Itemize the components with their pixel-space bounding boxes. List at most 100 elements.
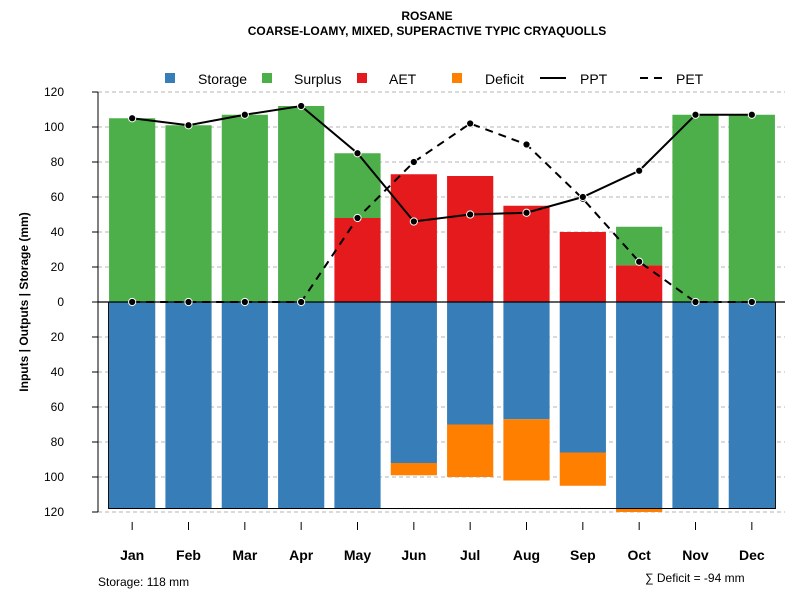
ppt-line	[132, 104, 752, 223]
pet-point-oct	[635, 257, 644, 266]
legend-swatch-aet	[357, 73, 367, 83]
bar-storage-mar	[221, 302, 268, 509]
pet-point-nov	[691, 297, 700, 307]
x-tick-label-apr: Apr	[289, 547, 314, 563]
pet-point-feb	[184, 297, 193, 307]
legend-label-storage: Storage	[198, 71, 247, 87]
bar-aet-oct	[616, 265, 663, 302]
bar-storage-jan	[109, 302, 156, 509]
x-tick-label-aug: Aug	[513, 547, 540, 563]
ppt-point-mar	[240, 110, 249, 119]
legend-label-aet: AET	[389, 71, 417, 87]
x-tick-label-oct: Oct	[627, 547, 651, 563]
y-tick-label-8: 40	[51, 365, 65, 379]
x-tick-label-jan: Jan	[120, 547, 144, 563]
chart-title: ROSANE	[401, 9, 452, 23]
bar-storage-jun	[390, 302, 437, 463]
bar-surplus-jan	[109, 118, 156, 302]
ppt-point-nov	[691, 110, 700, 119]
pet-point-apr	[297, 297, 306, 307]
legend-label-surplus: Surplus	[294, 71, 341, 87]
y-tick-label-5: 20	[51, 260, 65, 274]
ppt-point-jul	[466, 210, 475, 219]
bar-deficit-oct	[616, 508, 663, 512]
legend-swatch-storage	[165, 73, 175, 83]
legend: Storage Surplus AET Deficit PPT PET	[165, 71, 704, 87]
bar-storage-feb	[165, 302, 212, 509]
bar-surplus-apr	[278, 106, 325, 302]
bar-storage-jul	[447, 302, 494, 425]
bar-storage-dec	[728, 302, 775, 509]
pet-point-mar	[240, 297, 249, 307]
pet-point-aug	[522, 140, 531, 149]
x-tick-label-mar: Mar	[232, 547, 257, 563]
ppt-point-apr	[297, 101, 306, 111]
pet-point-jan	[128, 297, 137, 307]
y-tick-label-2: 80	[51, 155, 65, 169]
ppt-point-aug	[522, 208, 531, 217]
x-tick-label-may: May	[344, 547, 371, 563]
bar-surplus-nov	[672, 114, 719, 302]
x-tick-label-feb: Feb	[176, 547, 201, 563]
ppt-point-oct	[635, 166, 644, 175]
bar-surplus-dec	[728, 114, 775, 302]
bar-aet-jun	[390, 174, 437, 302]
bar-storage-nov	[672, 302, 719, 509]
y-axis: 120 100 80 60 40 20 0 20 40 60 80 100 120	[44, 85, 99, 519]
storage-note: Storage: 118 mm	[98, 575, 189, 589]
y-tick-label-7: 20	[51, 330, 65, 344]
y-axis-label: Inputs | Outputs | Storage (mm)	[17, 212, 31, 391]
legend-label-ppt: PPT	[580, 71, 608, 87]
bar-storage-oct	[616, 302, 663, 509]
legend-label-deficit: Deficit	[485, 71, 524, 87]
deficit-note: ∑ Deficit = -94 mm	[645, 571, 745, 585]
bar-storage-aug	[503, 302, 550, 420]
x-tick-label-jul: Jul	[460, 547, 480, 563]
bar-deficit-sep	[559, 452, 606, 486]
legend-swatch-deficit	[452, 73, 462, 83]
y-tick-label-0: 120	[44, 85, 64, 99]
y-tick-label-3: 60	[51, 190, 65, 204]
gridlines	[98, 91, 785, 513]
ppt-point-feb	[184, 121, 193, 130]
bar-deficit-jun	[390, 463, 437, 476]
bar-storage-may	[334, 302, 381, 509]
bar-storage-sep	[559, 302, 606, 453]
ppt-point-jan	[128, 114, 137, 123]
bar-surplus-mar	[221, 114, 268, 302]
bar-aet-may	[334, 218, 381, 302]
bar-surplus-may	[334, 153, 381, 218]
y-tick-label-1: 100	[44, 120, 64, 134]
pet-line	[132, 122, 752, 303]
ppt-point-dec	[747, 110, 756, 119]
legend-label-pet: PET	[676, 71, 704, 87]
x-tick-label-dec: Dec	[739, 547, 765, 563]
x-tick-label-sep: Sep	[570, 547, 596, 563]
y-tick-label-6: 0	[57, 295, 64, 309]
y-tick-label-10: 80	[51, 435, 65, 449]
y-tick-label-12: 120	[44, 505, 64, 519]
bar-deficit-aug	[503, 419, 550, 481]
pet-point-jul	[466, 119, 475, 128]
bar-deficit-jul	[447, 424, 494, 477]
legend-swatch-surplus	[262, 73, 272, 83]
bar-aet-jul	[447, 176, 494, 302]
series-lines	[128, 101, 756, 307]
y-tick-label-9: 60	[51, 400, 65, 414]
bar-storage-apr	[278, 302, 325, 509]
chart-subtitle: COARSE-LOAMY, MIXED, SUPERACTIVE TYPIC C…	[248, 24, 606, 38]
bar-aet-sep	[559, 232, 606, 302]
bars	[98, 106, 785, 512]
ppt-point-sep	[578, 192, 587, 202]
bar-surplus-feb	[165, 125, 212, 302]
x-axis: Jan Feb Mar Apr May Jun Jul Aug Sep Oct Nov Dec	[120, 522, 765, 563]
pet-point-may	[353, 213, 362, 223]
pet-point-dec	[747, 297, 756, 307]
pet-point-jun	[409, 157, 418, 167]
bar-aet-aug	[503, 205, 550, 302]
y-tick-label-4: 40	[51, 225, 65, 239]
ppt-point-may	[353, 149, 362, 158]
ppt-point-jun	[409, 217, 418, 226]
x-tick-label-nov: Nov	[682, 547, 709, 563]
